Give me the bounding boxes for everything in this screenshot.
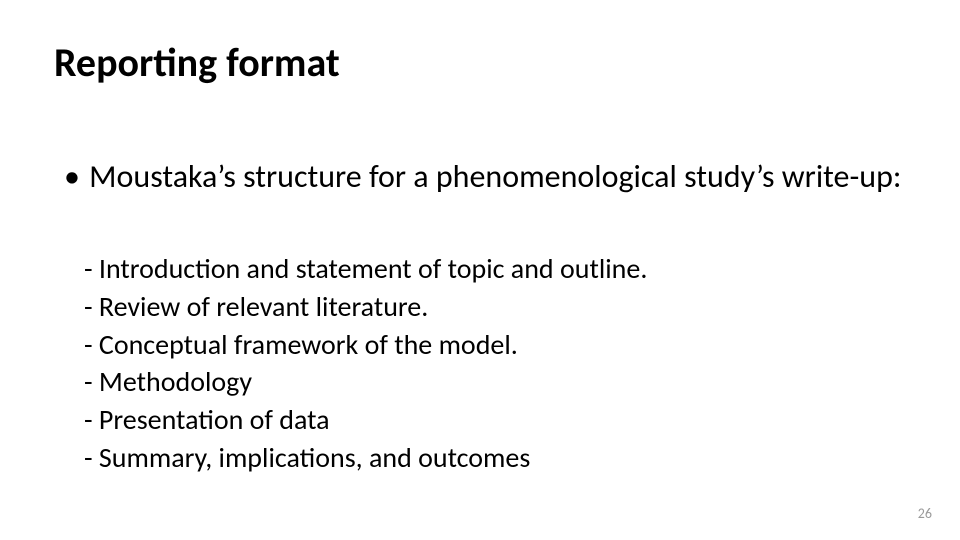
sub-bullet-item: - Methodology — [84, 363, 647, 401]
sub-bullet-item: - Summary, implications, and outcomes — [84, 439, 647, 477]
slide-title: Reporting format — [54, 38, 340, 87]
page-number: 26 — [918, 505, 932, 522]
sub-bullet-list: - Introduction and statement of topic an… — [84, 250, 647, 477]
sub-bullet-item: - Review of relevant literature. — [84, 288, 647, 326]
main-bullet: • Moustaka’s structure for a phenomenolo… — [64, 158, 920, 196]
sub-bullet-item: - Introduction and statement of topic an… — [84, 250, 647, 288]
sub-bullet-item: - Conceptual framework of the model. — [84, 326, 647, 364]
bullet-dot-icon: • — [64, 158, 80, 196]
main-bullet-text: Moustaka’s structure for a phenomenologi… — [89, 157, 901, 196]
slide: Reporting format • Moustaka’s structure … — [0, 0, 960, 540]
sub-bullet-item: - Presentation of data — [84, 401, 647, 439]
